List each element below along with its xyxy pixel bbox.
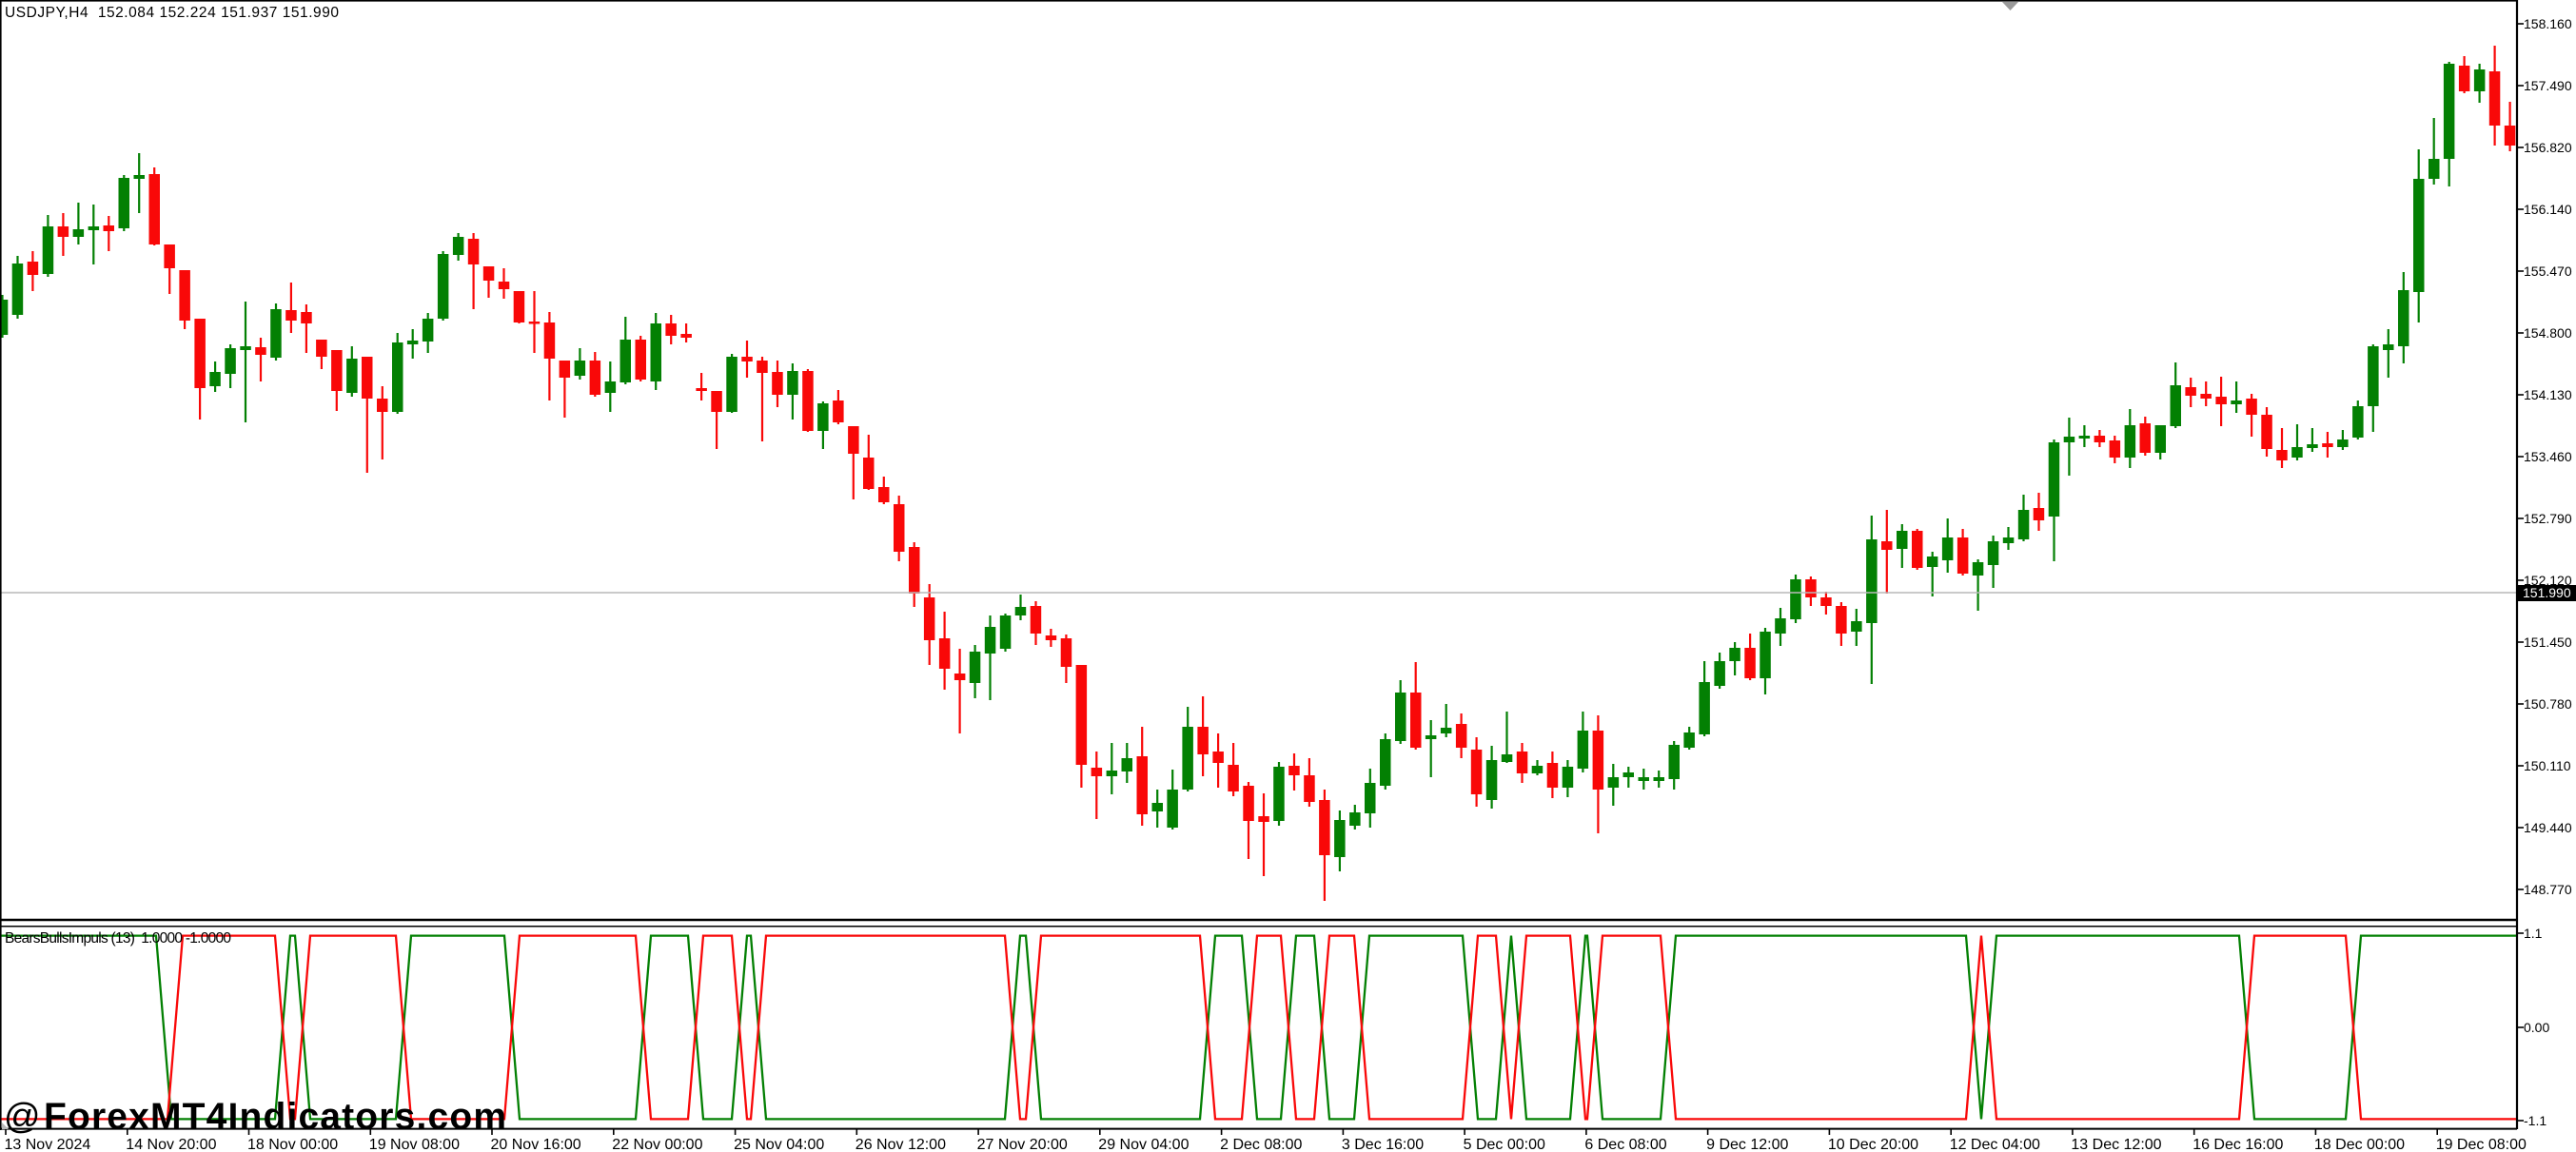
svg-text:18 Dec 00:00: 18 Dec 00:00 (2314, 1137, 2405, 1152)
svg-text:@: @ (4, 1097, 41, 1137)
svg-text:151.990: 151.990 (2523, 585, 2571, 600)
svg-text:152.790: 152.790 (2524, 511, 2572, 526)
svg-text:155.470: 155.470 (2524, 264, 2572, 279)
svg-text:9 Dec 12:00: 9 Dec 12:00 (1706, 1137, 1788, 1152)
svg-text:27 Nov 20:00: 27 Nov 20:00 (977, 1137, 1068, 1152)
svg-text:156.140: 156.140 (2524, 202, 2572, 217)
svg-text:12 Dec 04:00: 12 Dec 04:00 (1950, 1137, 2040, 1152)
svg-text:25 Nov 04:00: 25 Nov 04:00 (734, 1137, 824, 1152)
svg-text:157.490: 157.490 (2524, 78, 2572, 93)
svg-text:149.440: 149.440 (2524, 820, 2572, 835)
svg-text:154.130: 154.130 (2524, 387, 2572, 402)
svg-text:18 Nov 00:00: 18 Nov 00:00 (247, 1137, 338, 1152)
svg-text:14 Nov 20:00: 14 Nov 20:00 (126, 1137, 216, 1152)
svg-text:153.460: 153.460 (2524, 449, 2572, 464)
svg-text:26 Nov 12:00: 26 Nov 12:00 (855, 1137, 946, 1152)
svg-text:ForexMT4Indicators.com: ForexMT4Indicators.com (44, 1097, 506, 1138)
svg-text:1.1: 1.1 (2524, 926, 2543, 941)
svg-text:5 Dec 00:00: 5 Dec 00:00 (1464, 1137, 1545, 1152)
svg-text:13 Nov 2024: 13 Nov 2024 (5, 1137, 91, 1152)
svg-text:USDJPY,H4 152.084 152.224 151: USDJPY,H4 152.084 152.224 151.937 151.99… (5, 5, 339, 21)
svg-text:-1.1: -1.1 (2524, 1113, 2547, 1128)
svg-text:20 Nov 16:00: 20 Nov 16:00 (491, 1137, 581, 1152)
svg-text:154.800: 154.800 (2524, 325, 2572, 341)
svg-text:13 Dec 12:00: 13 Dec 12:00 (2071, 1137, 2161, 1152)
svg-text:29 Nov 04:00: 29 Nov 04:00 (1098, 1137, 1189, 1152)
svg-text:6 Dec 08:00: 6 Dec 08:00 (1584, 1137, 1666, 1152)
svg-text:22 Nov 00:00: 22 Nov 00:00 (612, 1137, 702, 1152)
svg-text:158.160: 158.160 (2524, 16, 2572, 31)
svg-text:0.00: 0.00 (2524, 1020, 2549, 1035)
svg-text:148.770: 148.770 (2524, 882, 2572, 897)
svg-text:19 Nov 08:00: 19 Nov 08:00 (369, 1137, 460, 1152)
svg-text:16 Dec 16:00: 16 Dec 16:00 (2193, 1137, 2283, 1152)
svg-text:BearsBullsImpuls (13) 1.0000: BearsBullsImpuls (13) 1.0000 -1.0000 (5, 930, 231, 947)
svg-text:156.820: 156.820 (2524, 140, 2572, 155)
svg-text:152.120: 152.120 (2524, 573, 2572, 588)
svg-text:19 Dec 08:00: 19 Dec 08:00 (2436, 1137, 2527, 1152)
svg-text:150.780: 150.780 (2524, 696, 2572, 712)
svg-text:3 Dec 16:00: 3 Dec 16:00 (1342, 1137, 1424, 1152)
svg-text:150.110: 150.110 (2524, 758, 2571, 773)
svg-text:10 Dec 20:00: 10 Dec 20:00 (1828, 1137, 1918, 1152)
svg-text:151.450: 151.450 (2524, 635, 2572, 650)
svg-text:2 Dec 08:00: 2 Dec 08:00 (1220, 1137, 1302, 1152)
